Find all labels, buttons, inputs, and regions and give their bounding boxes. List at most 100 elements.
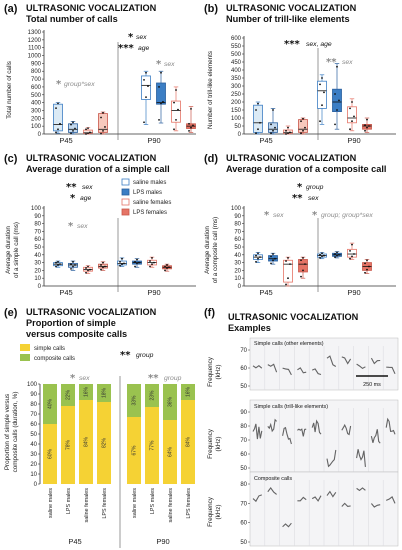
bar-composite-label: 33% [132, 395, 138, 406]
box-P45-saline-females [83, 265, 93, 274]
box-P90-lps-females [186, 106, 196, 133]
y-tick-label: 0 [38, 132, 42, 138]
data-point [304, 263, 306, 266]
data-point [100, 268, 102, 271]
bar-composite [145, 384, 159, 407]
data-point [319, 253, 321, 256]
data-point [285, 283, 287, 286]
panel-a-star-gray: * [156, 59, 162, 70]
x-category-label: saline females [84, 488, 90, 523]
data-point [160, 102, 162, 105]
panel-e-subtitle-2: versus composite calls [26, 329, 127, 339]
panel-b-star-sexage: *** [284, 39, 300, 50]
bar-composite-label: 40% [48, 398, 54, 409]
panel-b-group-p90: P90 [347, 136, 360, 145]
data-point [368, 125, 370, 127]
data-point [134, 260, 136, 263]
panel-d-group-p45: P45 [259, 288, 272, 297]
data-point [153, 261, 155, 264]
y-tick-label: 1300 [28, 30, 42, 36]
box-iqr [332, 88, 342, 112]
data-point [190, 126, 192, 129]
freq-tick-label: 80 [240, 482, 247, 488]
box-P45-lps-females [298, 256, 308, 279]
data-point [173, 128, 175, 131]
box-P90-lps-males [332, 63, 342, 130]
panel-a-group-p45: P45 [59, 136, 72, 145]
panel-a-star-sex: * [128, 32, 134, 43]
data-point [72, 265, 74, 268]
y-tick-label: 20 [30, 462, 37, 468]
data-point [104, 126, 106, 128]
data-point [300, 259, 302, 262]
call-trace [370, 357, 381, 365]
panel-e-anno-gray-sex: sex [79, 375, 90, 382]
y-tick-label: 0 [38, 284, 42, 290]
data-point [100, 264, 102, 266]
y-tick-label: 70 [234, 229, 241, 235]
bar-composite [127, 384, 141, 417]
data-point [351, 243, 353, 246]
data-point [102, 111, 104, 114]
data-point [285, 133, 287, 135]
panel-f-yunit-3: (kHz) [215, 504, 222, 519]
data-point [336, 251, 338, 254]
call-trace [341, 356, 352, 365]
data-point [366, 126, 368, 129]
bar-composite [79, 384, 93, 400]
data-point [145, 96, 147, 99]
data-point [70, 123, 72, 126]
data-point [104, 265, 106, 268]
y-tick-label: 20 [234, 268, 241, 274]
data-point [351, 255, 353, 258]
box-iqr [53, 103, 63, 132]
data-point [134, 265, 136, 268]
panel-f-ylabel-3: Frequency [207, 496, 214, 527]
panel-a-anno-sex: sex [136, 34, 147, 41]
box-P45-saline-males [53, 260, 63, 268]
data-point [287, 277, 289, 280]
box-P45-saline-males [253, 252, 263, 263]
panel-c-anno-gray: sex [77, 223, 88, 230]
bar-simple [61, 406, 75, 484]
panel-d-title: ULTRASONIC VOCALIZATION [226, 153, 357, 163]
y-tick-label: 50 [34, 245, 41, 251]
panel-c-ylabel-1: Average duration [5, 226, 12, 274]
data-point [147, 85, 149, 88]
panel-f-subtitle: Examples [228, 323, 271, 333]
data-point [121, 263, 123, 266]
y-tick-label: 30 [30, 452, 37, 458]
data-point [336, 254, 338, 257]
data-point [175, 89, 177, 91]
call-trace [311, 368, 322, 376]
data-point [102, 266, 104, 269]
box-iqr [283, 259, 293, 283]
panel-a-star-gray2: * [56, 79, 62, 90]
bar-3: 82% 18% LPS females [97, 384, 111, 519]
data-point [151, 263, 153, 266]
data-point [272, 129, 274, 132]
bar-5: 77% 23% LPS males [145, 384, 159, 514]
data-point [321, 252, 323, 255]
data-point [70, 132, 72, 135]
data-point [158, 118, 160, 121]
data-point [257, 102, 259, 105]
box-iqr [268, 122, 278, 133]
box-P45-lps-females [98, 261, 108, 271]
legend-item-lps-females: LPS females [121, 208, 167, 216]
y-tick-label: 100 [31, 124, 42, 130]
freq-tick-label: 60 [240, 452, 247, 458]
call-trace [356, 363, 366, 370]
data-point [287, 132, 289, 135]
data-point [100, 116, 102, 119]
data-point [72, 121, 74, 124]
box-P45-lps-females [298, 117, 308, 135]
box-P90-saline-males [317, 252, 327, 260]
data-point [119, 260, 121, 263]
bar-simple [127, 417, 141, 484]
y-tick-label: 80 [234, 222, 241, 228]
x-category-label: LPS females [186, 488, 192, 519]
data-point [364, 129, 366, 132]
panel-d-star-sex: ** [292, 193, 303, 204]
